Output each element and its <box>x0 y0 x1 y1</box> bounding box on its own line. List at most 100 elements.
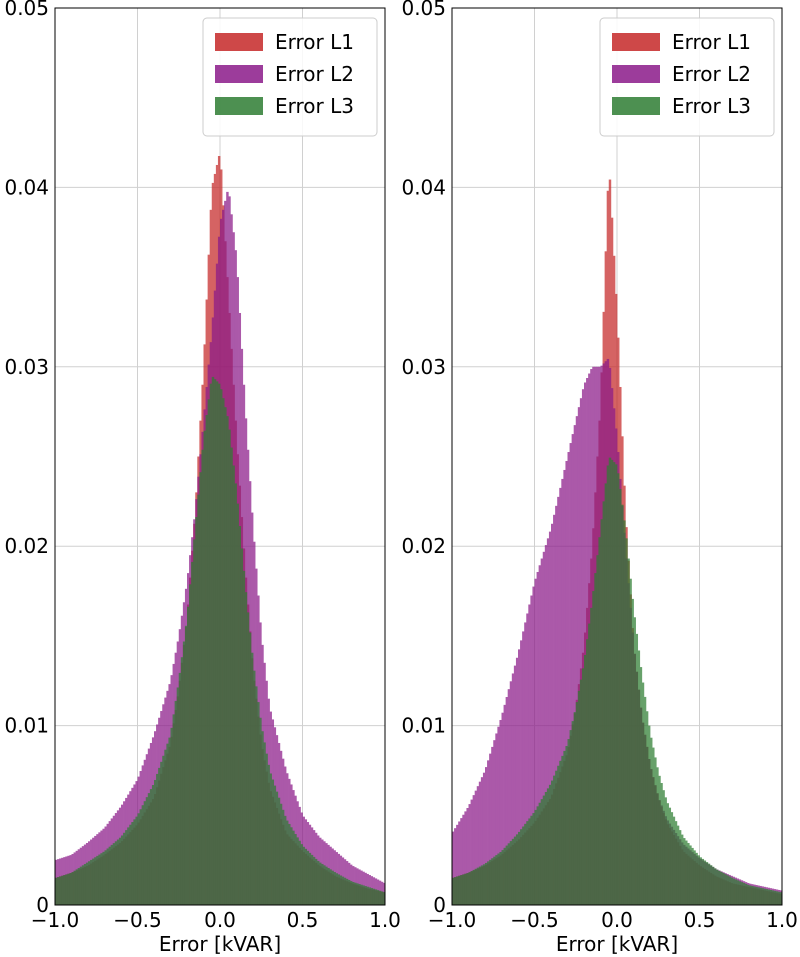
histogram-bar <box>647 725 651 905</box>
histogram-bar <box>364 886 367 905</box>
legend-swatch <box>612 97 660 115</box>
histogram-bar <box>581 389 585 906</box>
histogram-bar <box>468 804 471 905</box>
histogram-bar <box>487 760 490 905</box>
histogram-bar <box>476 786 480 905</box>
histogram-bar <box>478 781 482 905</box>
histogram-bar <box>215 381 219 906</box>
histogram-bar <box>625 538 628 905</box>
histogram-bar <box>83 863 87 905</box>
histogram-bar <box>316 860 320 905</box>
histogram-bar <box>162 755 165 905</box>
histogram-bar <box>551 523 554 905</box>
histogram-bar <box>259 717 262 905</box>
y-tick-label: 0.02 <box>4 534 49 558</box>
histogram-bar <box>602 501 606 905</box>
histogram-bar <box>191 561 194 905</box>
histogram-bar <box>337 874 341 905</box>
histogram-bar <box>209 383 213 905</box>
histogram-bar <box>600 519 603 905</box>
histogram-bar <box>497 726 500 905</box>
histogram-bar <box>470 799 474 905</box>
histogram-bar <box>462 874 465 905</box>
histogram-bar <box>565 460 568 905</box>
histogram-bar <box>680 834 684 905</box>
histogram-bar <box>674 821 678 905</box>
histogram-bar <box>257 702 260 905</box>
histogram-bar <box>728 876 731 905</box>
histogram-bar <box>577 690 581 905</box>
histogram-bar <box>149 789 153 905</box>
histogram-bar <box>726 875 729 905</box>
histogram-bar <box>230 447 233 905</box>
legend-label: Error L1 <box>672 30 751 54</box>
axes-frame <box>54 7 386 906</box>
histogram-bar <box>769 889 773 905</box>
histogram-bar <box>775 891 779 905</box>
histogram-bar <box>362 885 365 905</box>
histogram-bar <box>195 517 198 905</box>
histogram-bar <box>499 719 502 905</box>
histogram-bar <box>612 462 616 905</box>
histogram-bar <box>240 548 244 905</box>
histogram-bar <box>738 881 742 905</box>
series-error-l3 <box>452 457 783 905</box>
legend-swatch <box>612 33 660 51</box>
histogram-bar <box>296 837 299 905</box>
histogram-bar <box>573 712 577 905</box>
histogram-bar <box>382 892 386 905</box>
histogram-bar <box>557 765 560 905</box>
histogram-bar <box>166 743 169 905</box>
histogram-bar <box>540 558 544 905</box>
histogram-bar <box>478 866 482 905</box>
histogram-bar <box>610 459 614 905</box>
histogram-bar <box>168 737 171 905</box>
histogram-bar <box>746 884 750 905</box>
histogram-bar <box>505 697 509 905</box>
histogram-bar <box>532 586 535 905</box>
histogram-bar <box>180 657 184 905</box>
histogram-bar <box>238 526 242 905</box>
x-tick-label: 1.0 <box>766 908 798 932</box>
histogram-bar <box>526 613 529 905</box>
histogram-bar <box>520 640 523 905</box>
histogram-bar <box>108 846 112 905</box>
x-tick-label: 0.0 <box>601 908 633 932</box>
histogram-bar <box>182 641 186 905</box>
histogram-bar <box>300 844 303 905</box>
histogram-bar <box>480 777 484 905</box>
histogram-bar <box>474 868 478 905</box>
histogram-bar <box>236 503 239 905</box>
histogram-bar <box>356 883 359 905</box>
legend-swatch <box>215 97 263 115</box>
histogram-bar <box>246 612 250 905</box>
histogram-bar <box>619 489 622 905</box>
histogram-bar <box>452 831 455 905</box>
histogram-bar <box>614 464 618 905</box>
legend-label: Error L1 <box>275 30 354 54</box>
histogram-bar <box>170 727 173 905</box>
chart-panel-2: 0 0.01 0.02 0.03 0.04 0.05 −1.0 −0.5 0.0 0.5 1.0 Er… <box>401 0 797 956</box>
histogram-bar <box>288 823 291 905</box>
histogram-bar <box>699 857 702 905</box>
histogram-bar <box>658 775 661 905</box>
histogram-bar <box>761 888 764 905</box>
histogram-bar <box>524 622 527 905</box>
histogram-bar <box>672 816 676 905</box>
histogram-bar <box>290 827 293 905</box>
histogram-bar <box>577 407 581 905</box>
histogram-bar <box>458 821 461 905</box>
legend-swatch <box>215 65 263 83</box>
histogram-bar <box>592 591 595 905</box>
histogram-bar <box>92 858 95 905</box>
histogram-bar <box>493 856 496 905</box>
histogram-bar <box>178 672 182 905</box>
histogram-bar <box>522 631 525 905</box>
histogram-bar <box>222 398 225 905</box>
histogram-bar <box>511 838 515 905</box>
histogram-bar <box>660 783 663 905</box>
histogram-bar <box>319 862 322 905</box>
y-tick-label: 0.01 <box>401 714 446 738</box>
x-tick-label: −0.5 <box>113 908 162 932</box>
histogram-bar <box>325 866 328 905</box>
